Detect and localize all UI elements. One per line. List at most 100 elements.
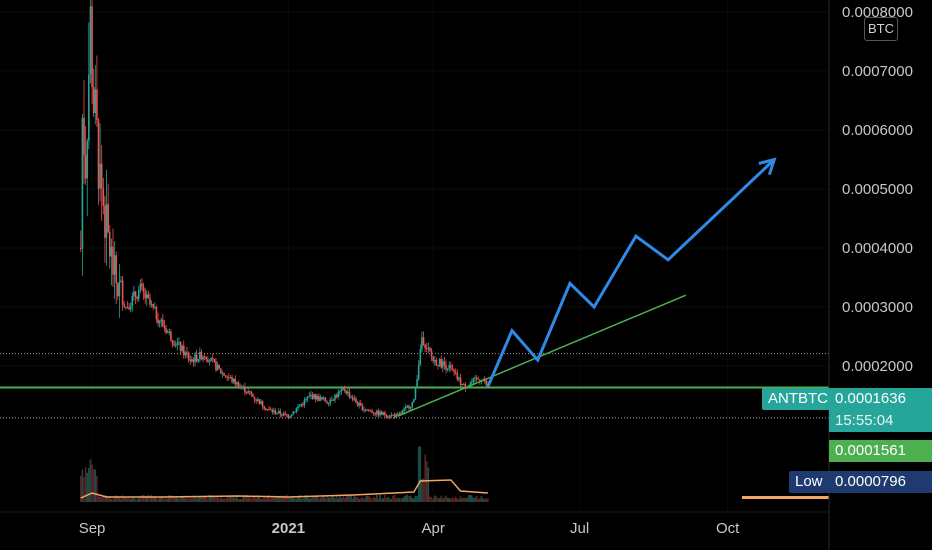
- volume-bar: [313, 495, 315, 502]
- projection-arrow[interactable]: [486, 157, 777, 388]
- volume-bar: [205, 496, 208, 502]
- volume-bar: [187, 498, 190, 502]
- projection-path: [486, 158, 776, 388]
- volume-bar: [232, 497, 235, 502]
- candle-body: [88, 74, 90, 141]
- candle-body: [271, 409, 274, 413]
- candle-body: [117, 283, 119, 297]
- trendline[interactable]: [397, 294, 687, 417]
- volume-bar: [166, 498, 169, 502]
- candle-body: [368, 409, 370, 411]
- volume-bar: [475, 495, 478, 502]
- volume-bar: [178, 498, 180, 502]
- time-axis[interactable]: Sep 2021 Apr Jul Oct: [79, 520, 740, 537]
- volume-bar: [353, 495, 356, 502]
- volume-bar: [144, 495, 146, 502]
- candle-body: [281, 414, 283, 416]
- grid-lines: [0, 0, 829, 512]
- volume-bar: [327, 497, 330, 502]
- candle-body: [442, 361, 444, 368]
- candle-body: [96, 89, 98, 121]
- volume-bar: [321, 497, 323, 502]
- candle-body: [483, 380, 486, 382]
- volume-bar: [126, 498, 129, 502]
- candle-body: [474, 377, 476, 379]
- candle-body: [327, 403, 330, 405]
- current-price-badge: 0.0001636: [829, 388, 932, 410]
- candle-body: [337, 392, 340, 397]
- volume-bar: [482, 498, 484, 502]
- candle-body: [160, 319, 163, 322]
- candle-body: [276, 413, 278, 415]
- candle-body: [261, 401, 264, 407]
- candlesticks: [79, 0, 489, 420]
- volume-bar: [435, 496, 438, 502]
- volume-bar: [366, 495, 369, 502]
- candle-body: [129, 306, 132, 310]
- candle-body: [462, 383, 465, 385]
- volume-bar: [372, 497, 375, 502]
- volume-bar: [430, 496, 433, 502]
- candle-body: [324, 397, 327, 402]
- candle-body: [326, 401, 328, 404]
- volume-bar: [413, 498, 415, 502]
- volume-bar: [224, 498, 227, 502]
- candle-body: [211, 358, 214, 360]
- candle-body: [205, 356, 208, 360]
- candle-body: [437, 365, 439, 367]
- volume-bar: [136, 498, 138, 502]
- volume-bar: [401, 497, 404, 502]
- volume-bar: [451, 497, 454, 502]
- candle-body: [382, 412, 385, 415]
- candle-body: [413, 399, 415, 403]
- volume-bar: [197, 497, 200, 502]
- candle-body: [97, 120, 100, 189]
- candle-body: [302, 404, 304, 406]
- volume-bar: [408, 496, 410, 502]
- candle-body: [353, 398, 356, 400]
- volume-bar: [464, 497, 467, 502]
- candle-body: [306, 397, 309, 399]
- volume-bar: [134, 498, 137, 502]
- candle-body: [121, 280, 124, 305]
- candle-body: [187, 354, 190, 360]
- volume-bar: [318, 498, 320, 502]
- volume-bar: [395, 498, 397, 502]
- volume-bar: [329, 498, 331, 502]
- candle-body: [186, 352, 188, 355]
- candle-body: [81, 117, 84, 249]
- volume-bar: [474, 497, 476, 502]
- candle-body: [200, 351, 203, 360]
- candle-body: [300, 404, 303, 406]
- volume-bar: [450, 498, 452, 502]
- volume-bar: [438, 498, 441, 502]
- candle-body: [100, 163, 103, 189]
- candle-body: [425, 348, 428, 350]
- volume-bar: [160, 496, 163, 502]
- candle-body: [385, 415, 388, 417]
- candle-body: [234, 378, 237, 385]
- candle-body: [157, 319, 159, 324]
- candle-body: [464, 384, 467, 389]
- candle-body: [334, 395, 336, 400]
- unit-badge[interactable]: BTC: [864, 17, 898, 41]
- candle-body: [388, 416, 391, 418]
- candle-body: [358, 403, 360, 406]
- volume-bar: [142, 495, 145, 502]
- volume-bar: [168, 495, 171, 502]
- candle-body: [107, 204, 109, 233]
- volume-bar: [339, 496, 341, 502]
- candle-body: [450, 364, 452, 368]
- volume-bar: [461, 498, 463, 502]
- candle-body: [168, 331, 171, 333]
- volume-bar: [368, 496, 370, 502]
- y-tick-label: 0.0004000: [842, 240, 913, 257]
- volume-bar: [194, 497, 196, 502]
- candle-body: [395, 414, 397, 418]
- volume-bar: [462, 497, 465, 502]
- volume-bar: [199, 496, 201, 502]
- price-axis[interactable]: 0.0002000 0.0003000 0.0004000 0.0005000 0.00…: [842, 4, 913, 375]
- candle-body: [379, 411, 381, 416]
- candle-body: [308, 395, 311, 398]
